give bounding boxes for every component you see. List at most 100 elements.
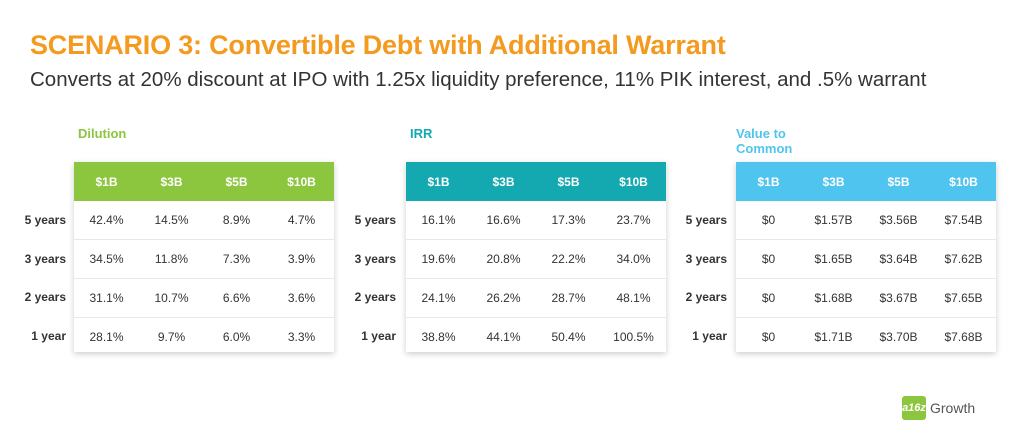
irr-row-labels: 5 years 3 years 2 years 1 year <box>330 201 396 355</box>
table-cell: 7.3% <box>222 252 251 266</box>
table-cell: 9.7% <box>157 330 186 344</box>
table-cell: 48.1% <box>616 291 651 305</box>
table-row: 42.4% 14.5% 8.9% 4.7% <box>74 201 334 240</box>
table-cell: $7.54B <box>944 213 983 227</box>
row-label-1-year: 1 year <box>361 328 396 343</box>
value-title: Value to Common <box>736 126 793 156</box>
irr-title: IRR <box>410 126 433 141</box>
table-cell: 6.0% <box>222 330 251 344</box>
value-table-header: $1B $3B $5B $10B <box>736 162 996 201</box>
page-title: SCENARIO 3: Convertible Debt with Additi… <box>30 30 726 60</box>
table-row: 31.1% 10.7% 6.6% 3.6% <box>74 279 334 318</box>
row-label-5-years: 5 years <box>24 213 66 227</box>
table-row: $0 $1.57B $3.56B $7.54B <box>736 201 996 240</box>
table-row: $0 $1.68B $3.67B $7.65B <box>736 279 996 318</box>
dilution-title: Dilution <box>78 126 127 141</box>
row-label-3-years: 3 years <box>24 251 66 266</box>
table-cell: 42.4% <box>89 213 124 227</box>
column-header-1b: $1B <box>427 174 450 189</box>
table-row: $0 $1.71B $3.70B $7.68B <box>736 318 996 356</box>
column-header-1b: $1B <box>757 174 780 189</box>
table-cell: $0 <box>761 291 776 305</box>
row-label-2-years: 2 years <box>354 290 396 304</box>
row-label-1-year: 1 year <box>31 328 66 343</box>
column-header-5b: $5B <box>225 174 248 189</box>
table-cell: $1.57B <box>814 213 853 227</box>
table-cell: 3.3% <box>287 330 316 344</box>
table-cell: 3.6% <box>287 291 316 305</box>
table-cell: $1.68B <box>814 291 853 305</box>
row-label-3-years: 3 years <box>685 251 727 266</box>
table-cell: 16.1% <box>421 213 456 227</box>
row-label-2-years: 2 years <box>24 290 66 304</box>
column-header-3b: $3B <box>492 174 515 189</box>
table-cell: 11.8% <box>154 252 189 266</box>
table-cell: 20.8% <box>486 252 521 266</box>
column-header-10b: $10B <box>619 174 648 189</box>
table-row: 24.1% 26.2% 28.7% 48.1% <box>406 279 666 318</box>
dilution-row-labels: 5 years 3 years 2 years 1 year <box>0 201 66 355</box>
a16z-growth-logo: a16z Growth <box>902 396 975 420</box>
row-label-2-years: 2 years <box>685 290 727 304</box>
value-row-labels: 5 years 3 years 2 years 1 year <box>661 201 727 355</box>
table-cell: 19.6% <box>421 252 456 266</box>
table-cell: $3.70B <box>879 330 918 344</box>
column-header-5b: $5B <box>887 174 910 189</box>
column-header-3b: $3B <box>822 174 845 189</box>
table-row: $0 $1.65B $3.64B $7.62B <box>736 240 996 279</box>
table-cell: $3.67B <box>879 291 918 305</box>
row-label-5-years: 5 years <box>354 213 396 227</box>
table-row: 16.1% 16.6% 17.3% 23.7% <box>406 201 666 240</box>
table-cell: $3.56B <box>879 213 918 227</box>
table-cell: $7.62B <box>944 252 983 266</box>
table-cell: $0 <box>761 330 776 344</box>
table-cell: 38.8% <box>421 330 456 344</box>
table-cell: 17.3% <box>551 213 586 227</box>
table-cell: 16.6% <box>486 213 521 227</box>
table-row: 38.8% 44.1% 50.4% 100.5% <box>406 318 666 356</box>
table-row: 34.5% 11.8% 7.3% 3.9% <box>74 240 334 279</box>
table-cell: 4.7% <box>287 213 316 227</box>
table-cell: 10.7% <box>154 291 189 305</box>
table-cell: 6.6% <box>222 291 251 305</box>
table-cell: 44.1% <box>486 330 521 344</box>
a16z-logo-icon: a16z <box>902 396 926 420</box>
table-cell: $1.71B <box>814 330 853 344</box>
table-cell: 23.7% <box>616 213 651 227</box>
logo-text: Growth <box>930 400 976 416</box>
value-table: $1B $3B $5B $10B $0 $1.57B $3.56B $7.54B… <box>736 162 996 352</box>
table-cell: 8.9% <box>222 213 251 227</box>
column-header-10b: $10B <box>949 174 978 189</box>
table-cell: 3.9% <box>287 252 316 266</box>
table-cell: 28.1% <box>89 330 124 344</box>
table-cell: $1.65B <box>814 252 853 266</box>
table-cell: $3.64B <box>879 252 918 266</box>
table-cell: 100.5% <box>613 330 654 344</box>
table-cell: $0 <box>761 252 776 266</box>
column-header-3b: $3B <box>160 174 183 189</box>
table-cell: 22.2% <box>551 252 586 266</box>
table-row: 28.1% 9.7% 6.0% 3.3% <box>74 318 334 356</box>
column-header-10b: $10B <box>287 174 316 189</box>
row-label-1-year: 1 year <box>692 328 727 343</box>
dilution-table: $1B $3B $5B $10B 42.4% 14.5% 8.9% 4.7% 3… <box>74 162 334 352</box>
table-cell: 31.1% <box>89 291 124 305</box>
table-cell: 28.7% <box>551 291 586 305</box>
table-cell: 26.2% <box>486 291 521 305</box>
table-cell: $7.68B <box>944 330 983 344</box>
row-label-3-years: 3 years <box>354 251 396 266</box>
table-cell: 24.1% <box>421 291 456 305</box>
table-row: 19.6% 20.8% 22.2% 34.0% <box>406 240 666 279</box>
table-cell: 34.0% <box>616 252 651 266</box>
table-cell: 50.4% <box>551 330 586 344</box>
table-cell: 14.5% <box>154 213 189 227</box>
column-header-5b: $5B <box>557 174 580 189</box>
table-cell: $7.65B <box>944 291 983 305</box>
irr-table-header: $1B $3B $5B $10B <box>406 162 666 201</box>
table-cell: $0 <box>761 213 776 227</box>
page-subtitle: Converts at 20% discount at IPO with 1.2… <box>30 68 927 91</box>
table-cell: 34.5% <box>89 252 124 266</box>
irr-table: $1B $3B $5B $10B 16.1% 16.6% 17.3% 23.7%… <box>406 162 666 352</box>
row-label-5-years: 5 years <box>685 213 727 227</box>
dilution-table-header: $1B $3B $5B $10B <box>74 162 334 201</box>
